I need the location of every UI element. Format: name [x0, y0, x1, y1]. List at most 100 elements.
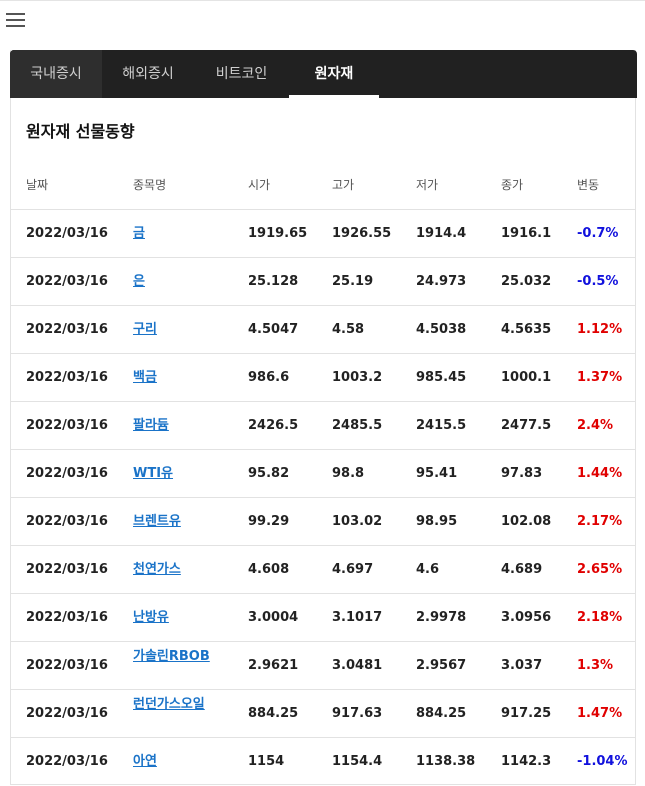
- table-row: 2022/03/16 브렌트유 99.29 103.02 98.95 102.08 2.17…: [11, 497, 636, 545]
- cell-high: 4.697: [332, 562, 374, 577]
- market-tabs: 국내증시 해외증시 비트코인 원자재: [10, 50, 637, 98]
- cell-low: 985.45: [416, 370, 467, 385]
- commodity-link[interactable]: 난방유: [133, 610, 169, 625]
- cell-low: 24.973: [416, 274, 467, 289]
- cell-high: 3.0481: [332, 658, 383, 673]
- cell-low: 95.41: [416, 466, 458, 481]
- cell-name: 천연가스: [133, 546, 181, 593]
- cell-date: 2022/03/16: [26, 226, 108, 241]
- cell-change: -1.04%: [577, 754, 628, 769]
- cell-name: 구리: [133, 306, 157, 353]
- commodity-link[interactable]: 천연가스: [133, 562, 181, 577]
- table-row: 2022/03/16 난방유 3.0004 3.1017 2.9978 3.0956 2.1…: [11, 593, 636, 641]
- table-row: 2022/03/16 금 1919.65 1926.55 1914.4 1916.1 -0.…: [11, 209, 636, 257]
- table-row: 2022/03/16 천연가스 4.608 4.697 4.6 4.689 2.65%: [11, 545, 636, 593]
- header-change: 변동: [577, 178, 600, 192]
- commodity-link[interactable]: 구리: [133, 322, 157, 337]
- cell-name: 아연: [133, 738, 157, 785]
- cell-high: 917.63: [332, 706, 383, 721]
- cell-name: 백금: [133, 354, 157, 401]
- cell-low: 1138.38: [416, 754, 476, 769]
- cell-name: 금: [133, 210, 145, 257]
- commodity-link[interactable]: 브렌트유: [133, 514, 181, 529]
- cell-low: 2.9978: [416, 610, 467, 625]
- cell-high: 25.19: [332, 274, 374, 289]
- cell-change: 1.3%: [577, 658, 614, 673]
- cell-close: 1000.1: [501, 370, 552, 385]
- cell-low: 2.9567: [416, 658, 467, 673]
- cell-open: 4.5047: [248, 322, 299, 337]
- commodity-link[interactable]: 백금: [133, 370, 157, 385]
- menu-icon[interactable]: [6, 13, 25, 28]
- commodity-link[interactable]: 가솔린RBOB: [133, 649, 210, 664]
- cell-low: 4.6: [416, 562, 440, 577]
- section-title: 원자재 선물동향: [26, 122, 135, 141]
- cell-date: 2022/03/16: [26, 466, 108, 481]
- tab-domestic-stocks[interactable]: 국내증시: [10, 50, 102, 98]
- cell-name: 난방유: [133, 594, 169, 641]
- cell-high: 3.1017: [332, 610, 383, 625]
- cell-change: 2.4%: [577, 418, 614, 433]
- cell-change: 1.37%: [577, 370, 623, 385]
- commodity-link[interactable]: 팔라듐: [133, 418, 169, 433]
- tab-bitcoin[interactable]: 비트코인: [215, 66, 268, 82]
- cell-close: 25.032: [501, 274, 552, 289]
- cell-close: 3.0956: [501, 610, 552, 625]
- cell-close: 1142.3: [501, 754, 552, 769]
- table-row: 2022/03/16 런던가스오일 884.25 917.63 884.25 917.25…: [11, 689, 636, 737]
- cell-date: 2022/03/16: [26, 754, 108, 769]
- cell-date: 2022/03/16: [26, 610, 108, 625]
- cell-change: -0.5%: [577, 274, 619, 289]
- cell-low: 2415.5: [416, 418, 467, 433]
- cell-name: 런던가스오일: [133, 695, 213, 742]
- cell-open: 1154: [248, 754, 285, 769]
- cell-open: 884.25: [248, 706, 299, 721]
- table-row: 2022/03/16 은 25.128 25.19 24.973 25.032 -0.5%: [11, 257, 636, 305]
- cell-date: 2022/03/16: [26, 274, 108, 289]
- top-divider: [0, 0, 645, 1]
- cell-high: 4.58: [332, 322, 365, 337]
- cell-close: 4.5635: [501, 322, 552, 337]
- cell-low: 1914.4: [416, 226, 467, 241]
- commodity-link[interactable]: WTI유: [133, 466, 174, 481]
- cell-open: 2.9621: [248, 658, 299, 673]
- tab-overseas-stocks[interactable]: 해외증시: [122, 66, 174, 82]
- header-low: 저가: [416, 178, 439, 192]
- cell-change: 2.17%: [577, 514, 623, 529]
- cell-open: 95.82: [248, 466, 290, 481]
- cell-open: 25.128: [248, 274, 299, 289]
- header-open: 시가: [248, 178, 271, 192]
- cell-name: 가솔린RBOB: [133, 647, 213, 694]
- cell-high: 98.8: [332, 466, 365, 481]
- cell-change: 1.44%: [577, 466, 623, 481]
- cell-low: 4.5038: [416, 322, 467, 337]
- commodity-card: [10, 50, 636, 785]
- tab-commodities[interactable]: 원자재: [289, 50, 379, 98]
- cell-high: 1003.2: [332, 370, 383, 385]
- cell-date: 2022/03/16: [26, 370, 108, 385]
- cell-name: 은: [133, 258, 145, 305]
- cell-date: 2022/03/16: [26, 418, 108, 433]
- table-row: 2022/03/16 가솔린RBOB 2.9621 3.0481 2.9567 3.037…: [11, 641, 636, 689]
- cell-high: 2485.5: [332, 418, 383, 433]
- cell-open: 1919.65: [248, 226, 308, 241]
- table-row: 2022/03/16 팔라듐 2426.5 2485.5 2415.5 2477.5 2.4…: [11, 401, 636, 449]
- table-row: 2022/03/16 WTI유 95.82 98.8 95.41 97.83 1.44%: [11, 449, 636, 497]
- table-row: 2022/03/16 구리 4.5047 4.58 4.5038 4.5635 1.12%: [11, 305, 636, 353]
- commodity-link[interactable]: 런던가스오일: [133, 697, 205, 712]
- cell-name: WTI유: [133, 450, 173, 497]
- table-row: 2022/03/16 백금 986.6 1003.2 985.45 1000.1 1.37%: [11, 353, 636, 401]
- cell-high: 103.02: [332, 514, 383, 529]
- cell-close: 4.689: [501, 562, 543, 577]
- header-close: 종가: [501, 178, 524, 192]
- cell-close: 2477.5: [501, 418, 552, 433]
- cell-high: 1154.4: [332, 754, 383, 769]
- commodity-link[interactable]: 은: [133, 274, 145, 289]
- cell-date: 2022/03/16: [26, 658, 108, 673]
- commodity-link[interactable]: 금: [133, 226, 145, 241]
- cell-date: 2022/03/16: [26, 322, 108, 337]
- header-high: 고가: [332, 178, 355, 192]
- cell-name: 브렌트유: [133, 498, 181, 545]
- commodity-link[interactable]: 아연: [133, 754, 157, 769]
- cell-change: 2.65%: [577, 562, 623, 577]
